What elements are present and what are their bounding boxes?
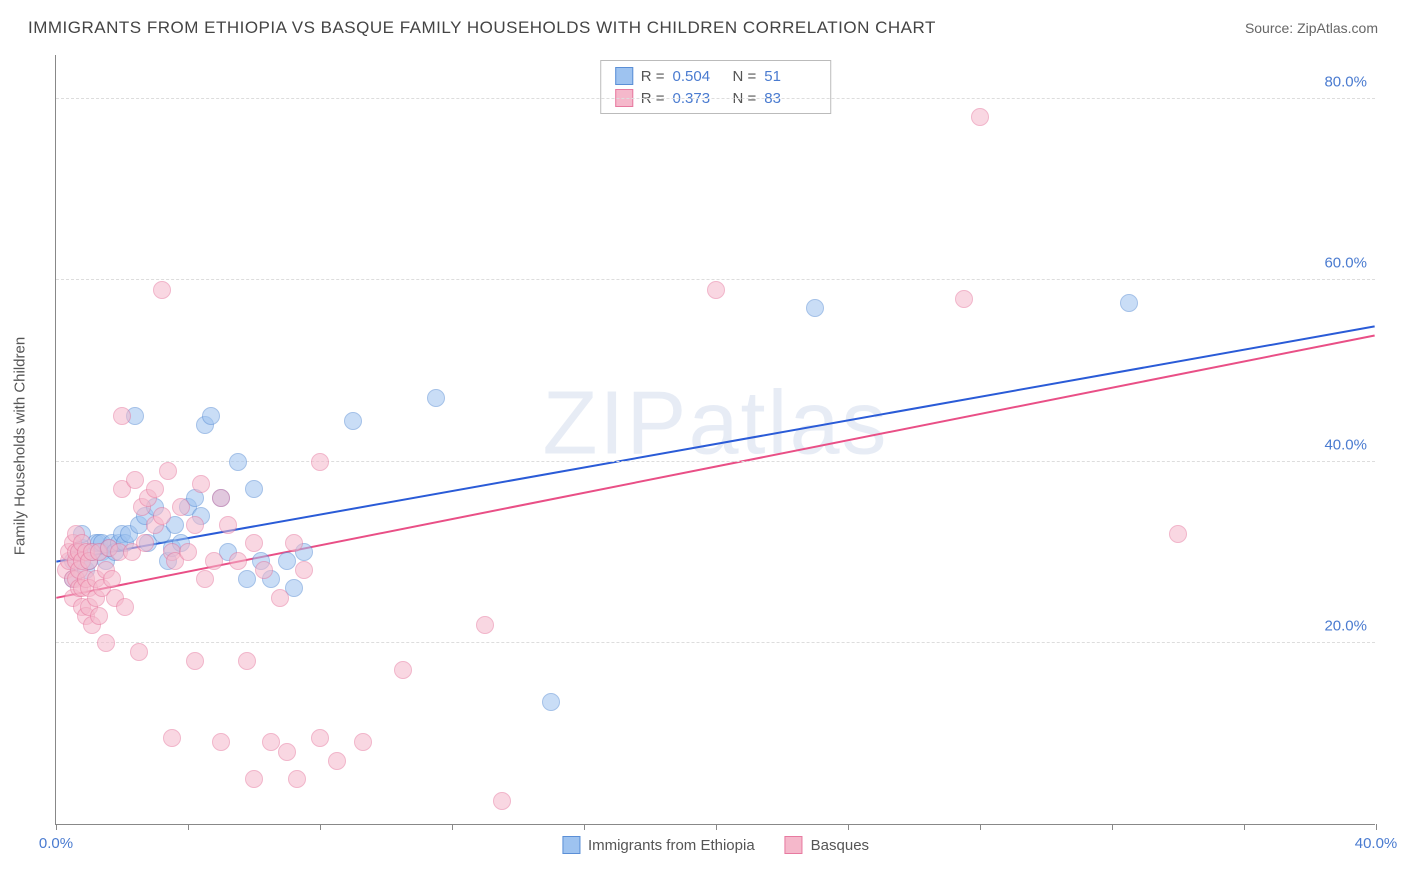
data-point: [354, 733, 372, 751]
data-point: [90, 607, 108, 625]
data-point: [126, 471, 144, 489]
data-point: [163, 729, 181, 747]
x-tick-mark: [1244, 824, 1245, 830]
legend-item: Basques: [785, 836, 869, 854]
data-point: [271, 589, 289, 607]
gridline: [56, 461, 1375, 462]
r-value: 0.504: [673, 68, 725, 85]
legend-label: Immigrants from Ethiopia: [588, 837, 755, 854]
chart-title: IMMIGRANTS FROM ETHIOPIA VS BASQUE FAMIL…: [28, 18, 936, 38]
x-tick-mark: [188, 824, 189, 830]
x-tick-mark: [1112, 824, 1113, 830]
correlation-stats-box: R =0.504N =51R =0.373N =83: [600, 60, 832, 114]
plot-area: ZIPatlas R =0.504N =51R =0.373N =83 Immi…: [55, 55, 1375, 825]
legend-label: Basques: [811, 837, 869, 854]
title-bar: IMMIGRANTS FROM ETHIOPIA VS BASQUE FAMIL…: [28, 18, 1378, 38]
data-point: [344, 412, 362, 430]
data-point: [288, 770, 306, 788]
y-tick-label: 60.0%: [1324, 255, 1367, 272]
data-point: [192, 475, 210, 493]
data-point: [146, 480, 164, 498]
data-point: [238, 652, 256, 670]
r-label: R =: [641, 68, 665, 85]
data-point: [202, 407, 220, 425]
data-point: [427, 389, 445, 407]
trend-lines: [56, 55, 1375, 824]
data-point: [245, 534, 263, 552]
data-point: [159, 462, 177, 480]
data-point: [328, 752, 346, 770]
swatch-icon: [615, 67, 633, 85]
data-point: [311, 453, 329, 471]
data-point: [278, 743, 296, 761]
swatch-icon: [562, 836, 580, 854]
x-tick-mark: [980, 824, 981, 830]
gridline: [56, 642, 1375, 643]
x-tick-mark: [584, 824, 585, 830]
y-axis-label: Family Households with Children: [12, 337, 29, 555]
y-tick-label: 20.0%: [1324, 617, 1367, 634]
data-point: [97, 634, 115, 652]
data-point: [153, 281, 171, 299]
x-tick-mark: [56, 824, 57, 830]
data-point: [255, 561, 273, 579]
data-point: [311, 729, 329, 747]
data-point: [707, 281, 725, 299]
data-point: [205, 552, 223, 570]
data-point: [153, 507, 171, 525]
y-tick-label: 80.0%: [1324, 74, 1367, 91]
series-legend: Immigrants from Ethiopia Basques: [562, 836, 869, 854]
data-point: [103, 570, 121, 588]
x-tick-mark: [716, 824, 717, 830]
x-tick-mark: [1376, 824, 1377, 830]
data-point: [278, 552, 296, 570]
x-tick-mark: [848, 824, 849, 830]
data-point: [136, 534, 154, 552]
data-point: [806, 299, 824, 317]
data-point: [113, 407, 131, 425]
source-label: Source: ZipAtlas.com: [1245, 20, 1378, 36]
data-point: [542, 693, 560, 711]
data-point: [179, 543, 197, 561]
data-point: [212, 733, 230, 751]
legend-item: Immigrants from Ethiopia: [562, 836, 755, 854]
data-point: [219, 516, 237, 534]
data-point: [196, 570, 214, 588]
n-label: N =: [733, 68, 757, 85]
data-point: [394, 661, 412, 679]
gridline: [56, 98, 1375, 99]
stats-row: R = 0.504 N = 51: [615, 65, 817, 87]
data-point: [186, 516, 204, 534]
data-point: [229, 453, 247, 471]
x-tick-mark: [452, 824, 453, 830]
data-point: [172, 498, 190, 516]
data-point: [229, 552, 247, 570]
data-point: [1120, 294, 1138, 312]
data-point: [955, 290, 973, 308]
data-point: [238, 570, 256, 588]
x-tick-mark: [320, 824, 321, 830]
x-tick-label: 0.0%: [39, 835, 73, 852]
swatch-icon: [785, 836, 803, 854]
data-point: [130, 643, 148, 661]
data-point: [212, 489, 230, 507]
data-point: [116, 598, 134, 616]
data-point: [186, 652, 204, 670]
data-point: [493, 792, 511, 810]
data-point: [285, 534, 303, 552]
x-tick-label: 40.0%: [1355, 835, 1398, 852]
data-point: [476, 616, 494, 634]
data-point: [245, 770, 263, 788]
y-tick-label: 40.0%: [1324, 436, 1367, 453]
data-point: [295, 561, 313, 579]
data-point: [971, 108, 989, 126]
data-point: [262, 733, 280, 751]
data-point: [245, 480, 263, 498]
n-value: 51: [764, 68, 816, 85]
data-point: [1169, 525, 1187, 543]
